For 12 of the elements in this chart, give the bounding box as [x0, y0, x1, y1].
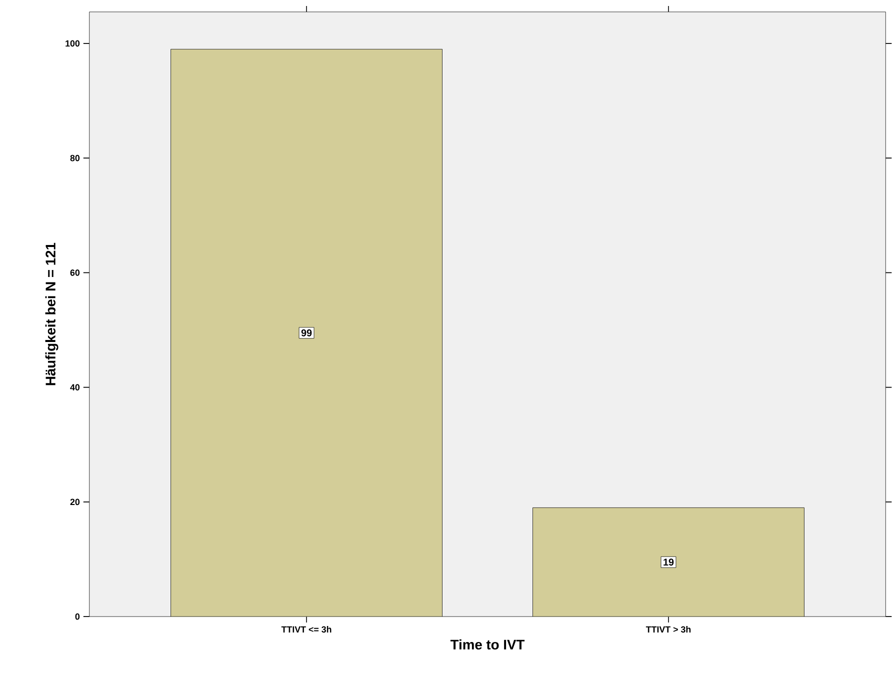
x-tick-label: TTIVT <= 3h: [281, 626, 332, 633]
y-tick-label: 0: [75, 613, 80, 620]
y-tick-label: 80: [70, 154, 80, 162]
y-tick-label: 60: [70, 269, 80, 276]
x-axis-title: Time to IVT: [450, 639, 525, 650]
data-label: 19: [664, 558, 674, 566]
data-label: 99: [301, 329, 312, 336]
x-tick-label: TTIVT > 3h: [646, 626, 691, 633]
y-tick-label: 20: [70, 498, 80, 506]
y-tick-label: 100: [66, 40, 80, 47]
y-tick-label: 40: [70, 384, 80, 390]
y-axis-title: Häufigkeit bei N = 121: [45, 242, 58, 386]
